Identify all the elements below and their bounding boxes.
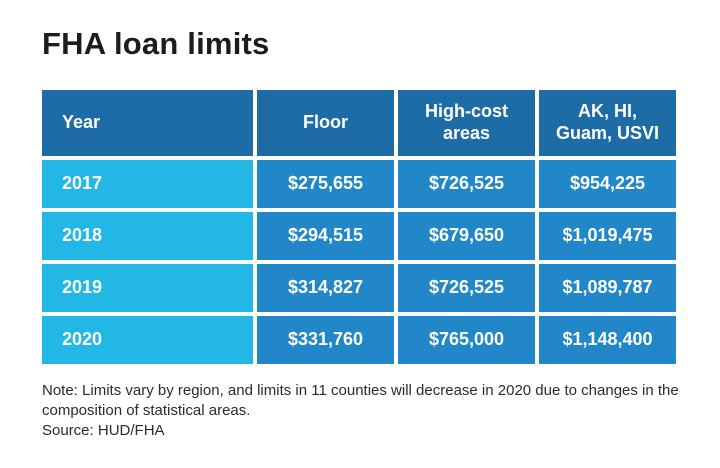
value-cell: $765,000 [398, 316, 535, 364]
value-cell: $954,225 [539, 160, 676, 208]
year-cell-2020: 2020 [42, 316, 253, 364]
year-cell-2017: 2017 [42, 160, 253, 208]
header-cell-year: Year [42, 90, 253, 156]
note-text: Note: Limits vary by region, and limits … [42, 382, 679, 419]
header-cell-ak-hi-guam-usvi: AK, HI, Guam, USVI [539, 90, 676, 156]
footnote: Note: Limits vary by region, and limits … [42, 381, 690, 440]
value-cell: $679,650 [398, 212, 535, 260]
value-cell: $726,525 [398, 264, 535, 312]
loan-limits-table: Year Floor High-cost areas AK, HI, Guam,… [42, 90, 676, 364]
value-cell: $1,019,475 [539, 212, 676, 260]
value-cell: $1,148,400 [539, 316, 676, 364]
source-text: Source: HUD/FHA [42, 421, 165, 439]
year-cell-2018: 2018 [42, 212, 253, 260]
page-title: FHA loan limits [42, 26, 270, 61]
value-cell: $726,525 [398, 160, 535, 208]
header-cell-high-cost: High-cost areas [398, 90, 535, 156]
header-cell-floor: Floor [257, 90, 394, 156]
year-cell-2019: 2019 [42, 264, 253, 312]
value-cell: $331,760 [257, 316, 394, 364]
value-cell: $1,089,787 [539, 264, 676, 312]
value-cell: $294,515 [257, 212, 394, 260]
value-cell: $275,655 [257, 160, 394, 208]
value-cell: $314,827 [257, 264, 394, 312]
